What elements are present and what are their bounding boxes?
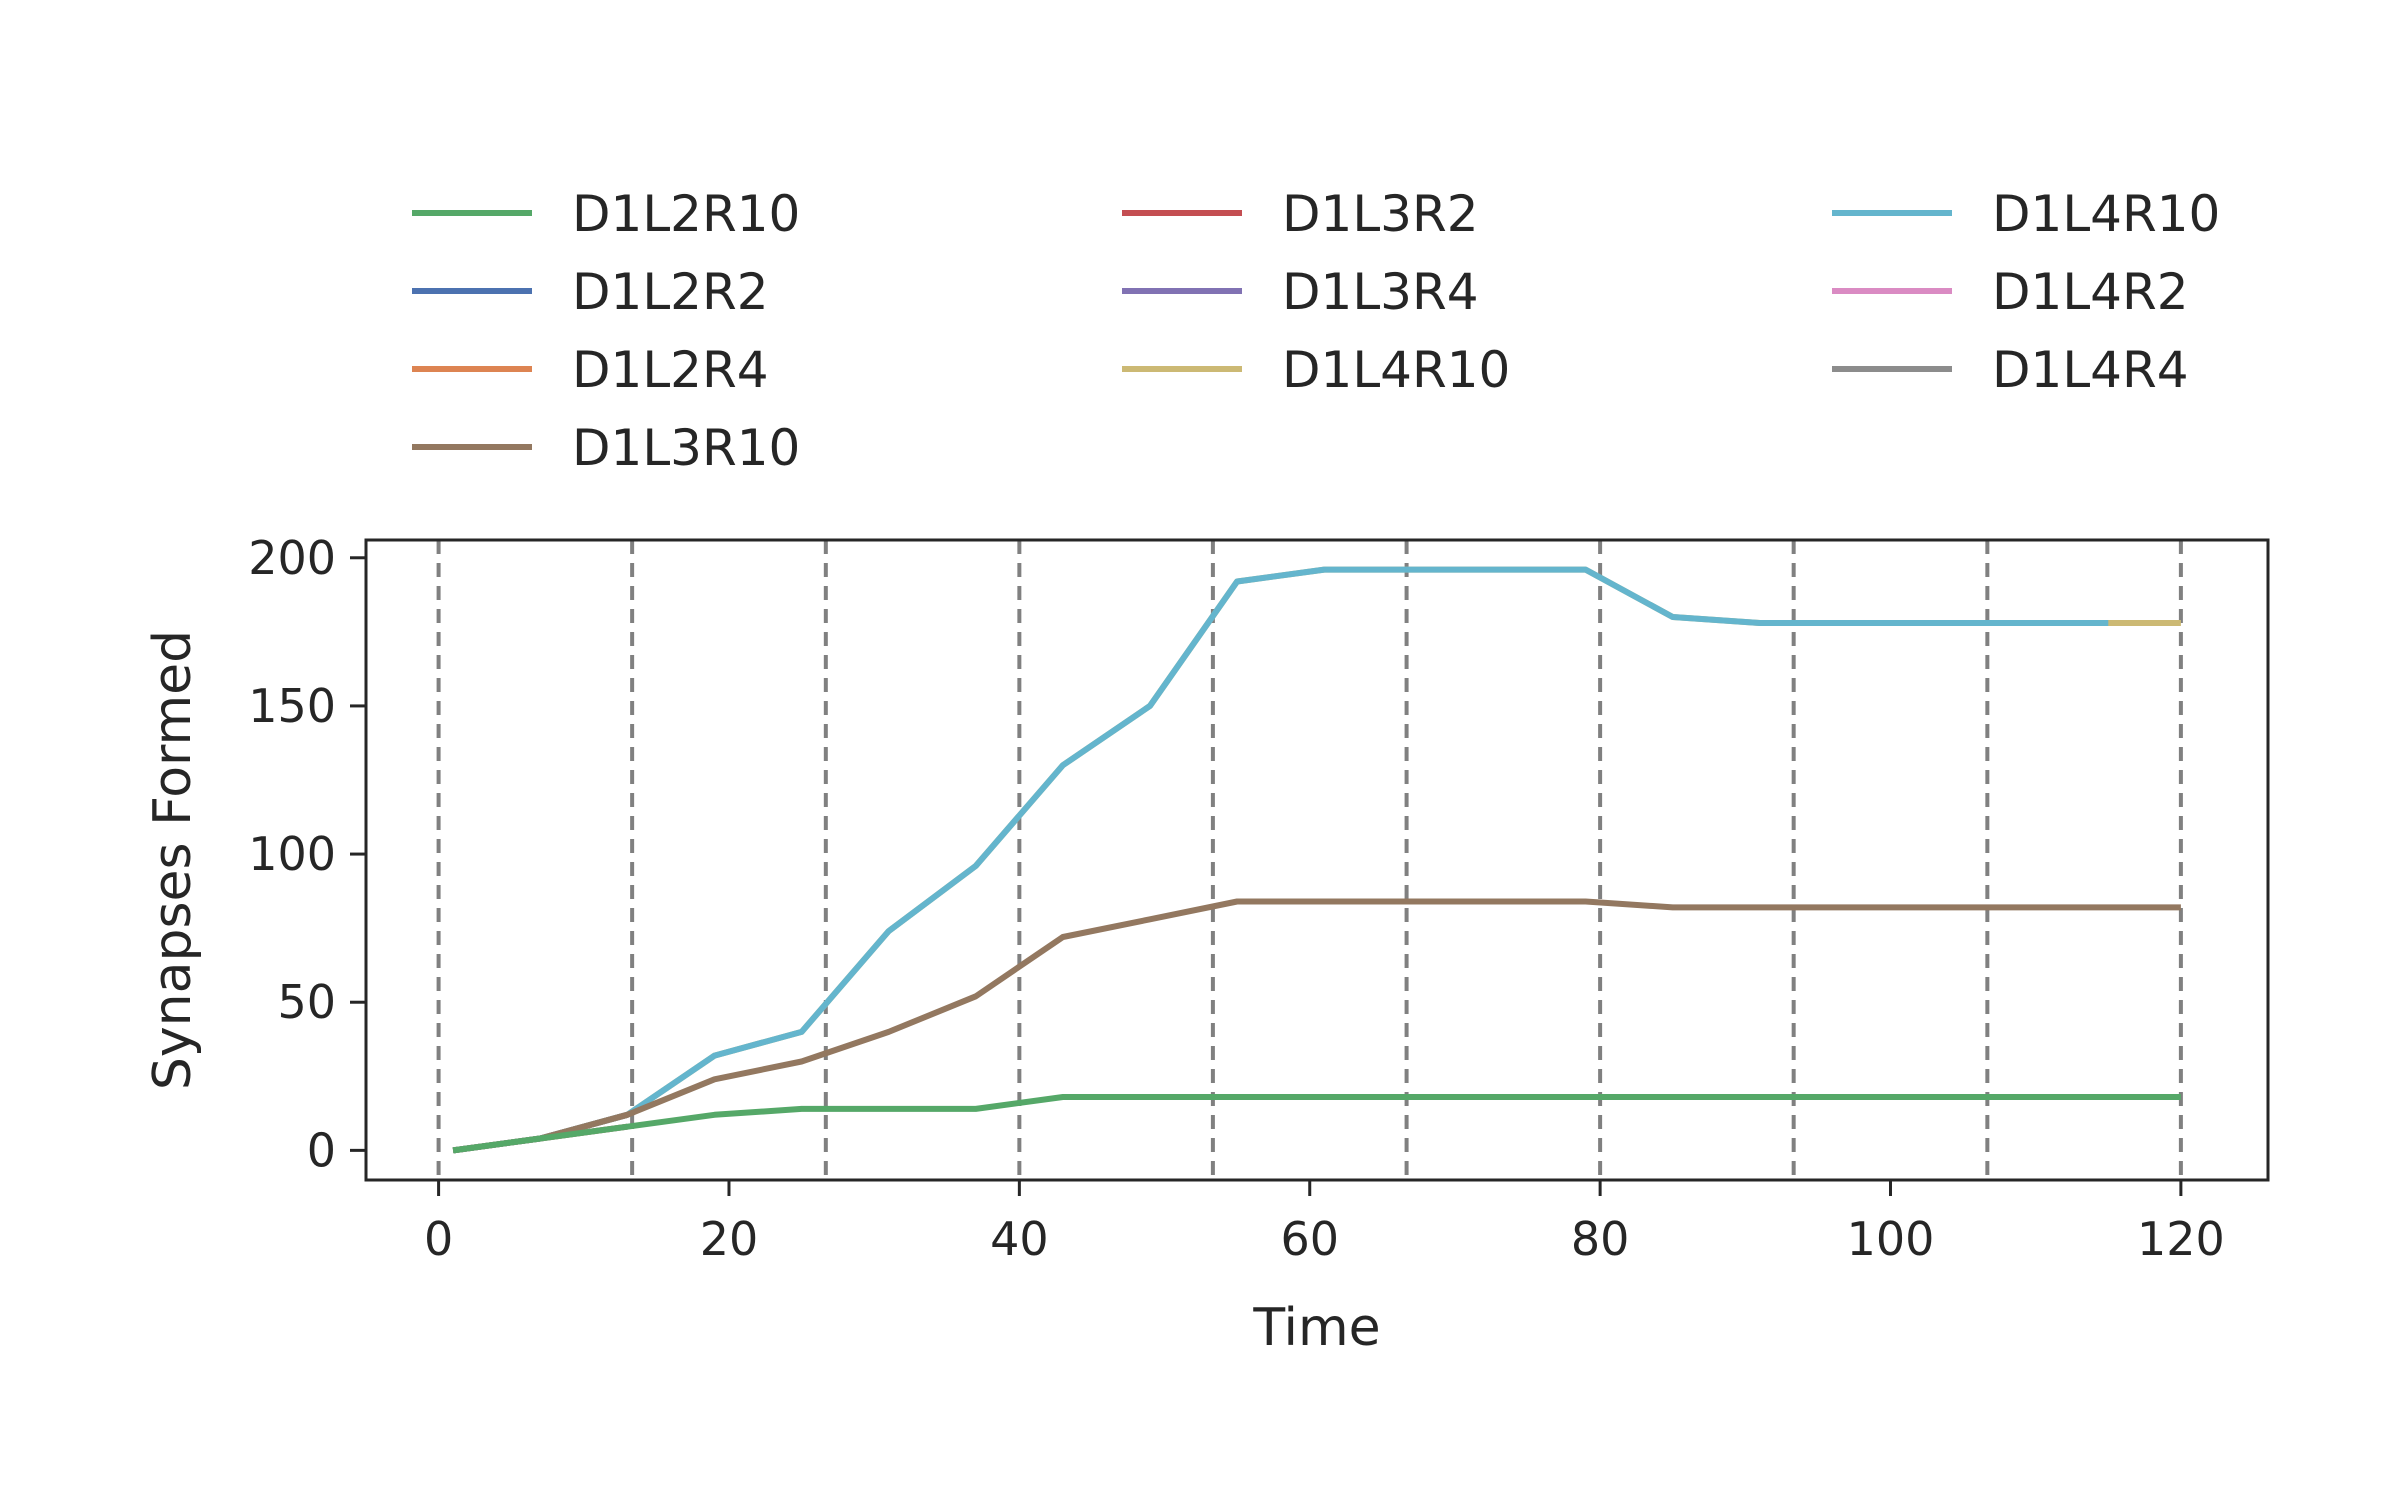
x-axis-ticks: 0 20 40 60 80 100 120: [424, 1180, 2225, 1266]
legend-item-d1l2r2-1: D1L2R2: [412, 263, 769, 321]
x-tick-label: 60: [1280, 1212, 1339, 1266]
legend-item-d1l4r10-7: D1L4R10: [1832, 185, 2220, 243]
series-line-d1l4r10-6: [452, 566, 2181, 1154]
y-tick-label: 150: [248, 679, 336, 733]
legend-label: D1L4R2: [1992, 263, 2189, 321]
legend-item-d1l2r10-0: D1L2R10: [412, 185, 800, 243]
y-tick-label: 0: [307, 1123, 336, 1177]
legend-label: D1L2R10: [572, 185, 800, 243]
legend-label: D1L4R10: [1992, 185, 2220, 243]
legend-item-d1l4r2-8: D1L4R2: [1832, 263, 2189, 321]
legend-item-d1l4r4-9: D1L4R4: [1832, 341, 2189, 399]
series-line-d1l2r10-0: [452, 1094, 2181, 1154]
legend-item-d1l3r2-4: D1L3R2: [1122, 185, 1479, 243]
x-tick-label: 0: [424, 1212, 453, 1266]
legend-label: D1L3R2: [1282, 185, 1479, 243]
y-tick-label: 200: [248, 531, 336, 585]
x-axis-label: Time: [1252, 1298, 1380, 1358]
y-tick-label: 50: [277, 975, 336, 1029]
legend-item-d1l3r4-5: D1L3R4: [1122, 263, 1479, 321]
phase-lines: [436, 540, 2183, 1180]
y-axis-label: Synapses Formed: [143, 630, 203, 1090]
x-tick-label: 80: [1571, 1212, 1630, 1266]
series-line-d1l4r10-7: [452, 566, 2109, 1154]
series-line-d1l3r10-3: [452, 898, 2181, 1154]
plot-frame: [364, 538, 2270, 1182]
legend-item-d1l4r10-6: D1L4R10: [1122, 341, 1510, 399]
legend-label: D1L4R4: [1992, 341, 2189, 399]
y-tick-label: 100: [248, 827, 336, 881]
legend-label: D1L2R2: [572, 263, 769, 321]
legend-label: D1L4R10: [1282, 341, 1510, 399]
x-tick-label: 100: [1847, 1212, 1935, 1266]
x-tick-label: 120: [2137, 1212, 2225, 1266]
legend-label: D1L3R4: [1282, 263, 1479, 321]
legend: D1L2R10 D1L2R2 D1L2R4 D1L3R10 D1L3R2 D1L3R4 D1…: [412, 185, 2220, 477]
legend-item-d1l2r4-2: D1L2R4: [412, 341, 769, 399]
x-tick-label: 40: [990, 1212, 1049, 1266]
legend-label: D1L3R10: [572, 419, 800, 477]
y-axis-ticks: 0 50 100 150 200: [248, 531, 366, 1177]
series-group: [452, 566, 2181, 1154]
legend-item-d1l3r10-3: D1L3R10: [412, 419, 800, 477]
x-tick-label: 20: [700, 1212, 759, 1266]
legend-label: D1L2R4: [572, 341, 769, 399]
